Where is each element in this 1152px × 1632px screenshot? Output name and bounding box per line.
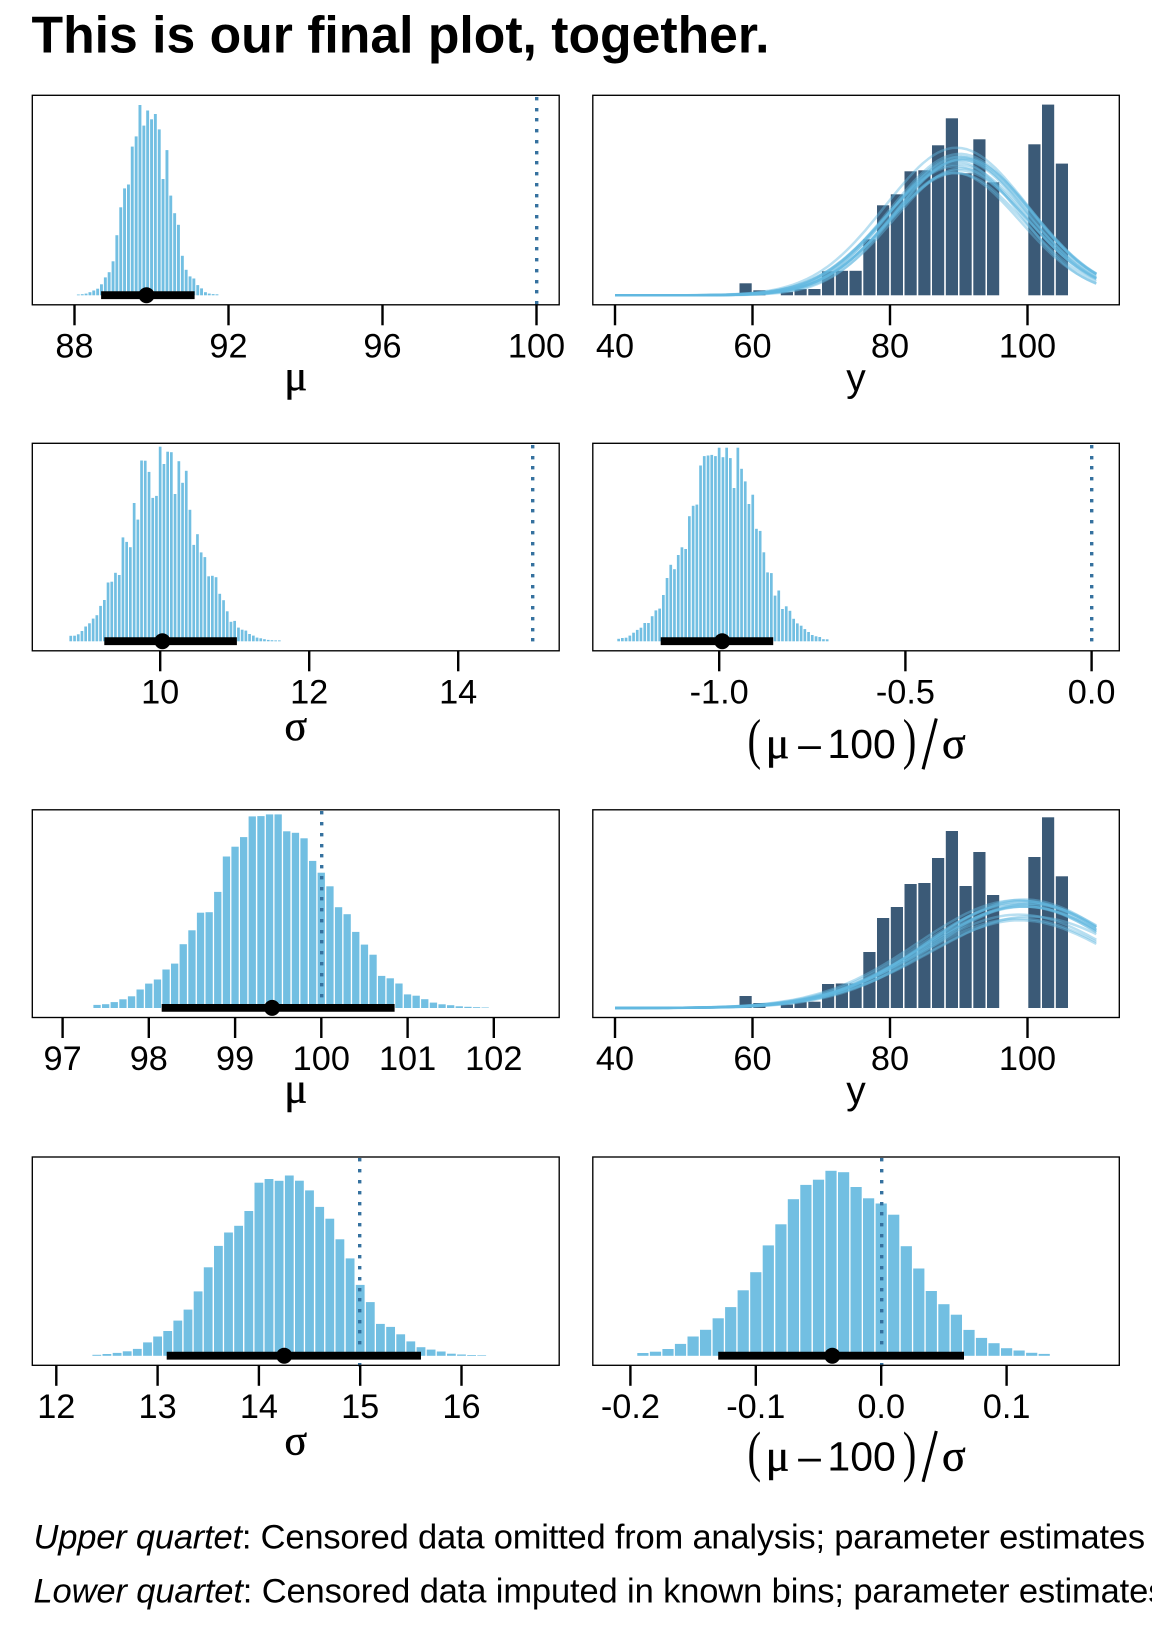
svg-text:y: y [846, 1070, 866, 1113]
svg-text:92: 92 [209, 327, 247, 365]
svg-text:–: – [798, 1434, 821, 1480]
svg-text:σ: σ [942, 719, 966, 768]
svg-text:88: 88 [55, 327, 93, 365]
svg-text:σ: σ [284, 1418, 307, 1464]
svg-text:(: ( [748, 1420, 762, 1483]
svg-text:-1.0: -1.0 [690, 673, 749, 711]
svg-text:This is our final plot, togeth: This is our final plot, together. [32, 6, 770, 64]
svg-text:0.0: 0.0 [857, 1388, 905, 1426]
svg-text:100: 100 [293, 1040, 350, 1078]
svg-text:-0.2: -0.2 [601, 1388, 660, 1426]
svg-text:100: 100 [827, 1434, 895, 1480]
svg-text:Upper quartet: Censored data o: Upper quartet: Censored data omitted fro… [34, 1518, 1152, 1556]
svg-text:15: 15 [341, 1388, 379, 1426]
svg-text:60: 60 [733, 327, 771, 365]
svg-text:10: 10 [141, 673, 179, 711]
svg-text:40: 40 [596, 1040, 634, 1078]
svg-text:12: 12 [290, 673, 328, 711]
svg-text:): ) [903, 708, 917, 771]
svg-text:101: 101 [379, 1040, 436, 1078]
svg-text:–: – [798, 721, 821, 767]
svg-text:y: y [846, 357, 866, 400]
svg-text:100: 100 [827, 721, 895, 767]
svg-text:99: 99 [216, 1040, 254, 1078]
svg-text:μ: μ [284, 1066, 307, 1113]
svg-text:μ: μ [284, 353, 307, 400]
svg-text:μ: μ [766, 1432, 790, 1481]
svg-text:100: 100 [508, 327, 565, 365]
svg-text:μ: μ [766, 719, 790, 768]
svg-text:98: 98 [130, 1040, 168, 1078]
svg-text:13: 13 [139, 1388, 177, 1426]
svg-text:0.0: 0.0 [1068, 673, 1116, 711]
svg-text:14: 14 [240, 1388, 278, 1426]
svg-text:80: 80 [871, 327, 909, 365]
svg-text:14: 14 [439, 673, 477, 711]
svg-text:(: ( [748, 708, 762, 771]
svg-text:96: 96 [363, 327, 401, 365]
svg-text:Lower quartet: Censored data i: Lower quartet: Censored data imputed in … [34, 1573, 1152, 1611]
svg-text:100: 100 [999, 327, 1056, 365]
svg-text:80: 80 [871, 1040, 909, 1078]
svg-text:97: 97 [44, 1040, 82, 1078]
svg-text:σ: σ [942, 1432, 966, 1481]
svg-text:12: 12 [37, 1388, 75, 1426]
svg-text:-0.1: -0.1 [726, 1388, 785, 1426]
svg-text:100: 100 [999, 1040, 1056, 1078]
svg-text:102: 102 [465, 1040, 522, 1078]
svg-text:60: 60 [733, 1040, 771, 1078]
svg-text:σ: σ [284, 704, 307, 750]
svg-text:40: 40 [596, 327, 634, 365]
svg-text:16: 16 [442, 1388, 480, 1426]
svg-text:): ) [903, 1420, 917, 1483]
svg-text:-0.5: -0.5 [876, 673, 935, 711]
svg-text:0.1: 0.1 [983, 1388, 1031, 1426]
